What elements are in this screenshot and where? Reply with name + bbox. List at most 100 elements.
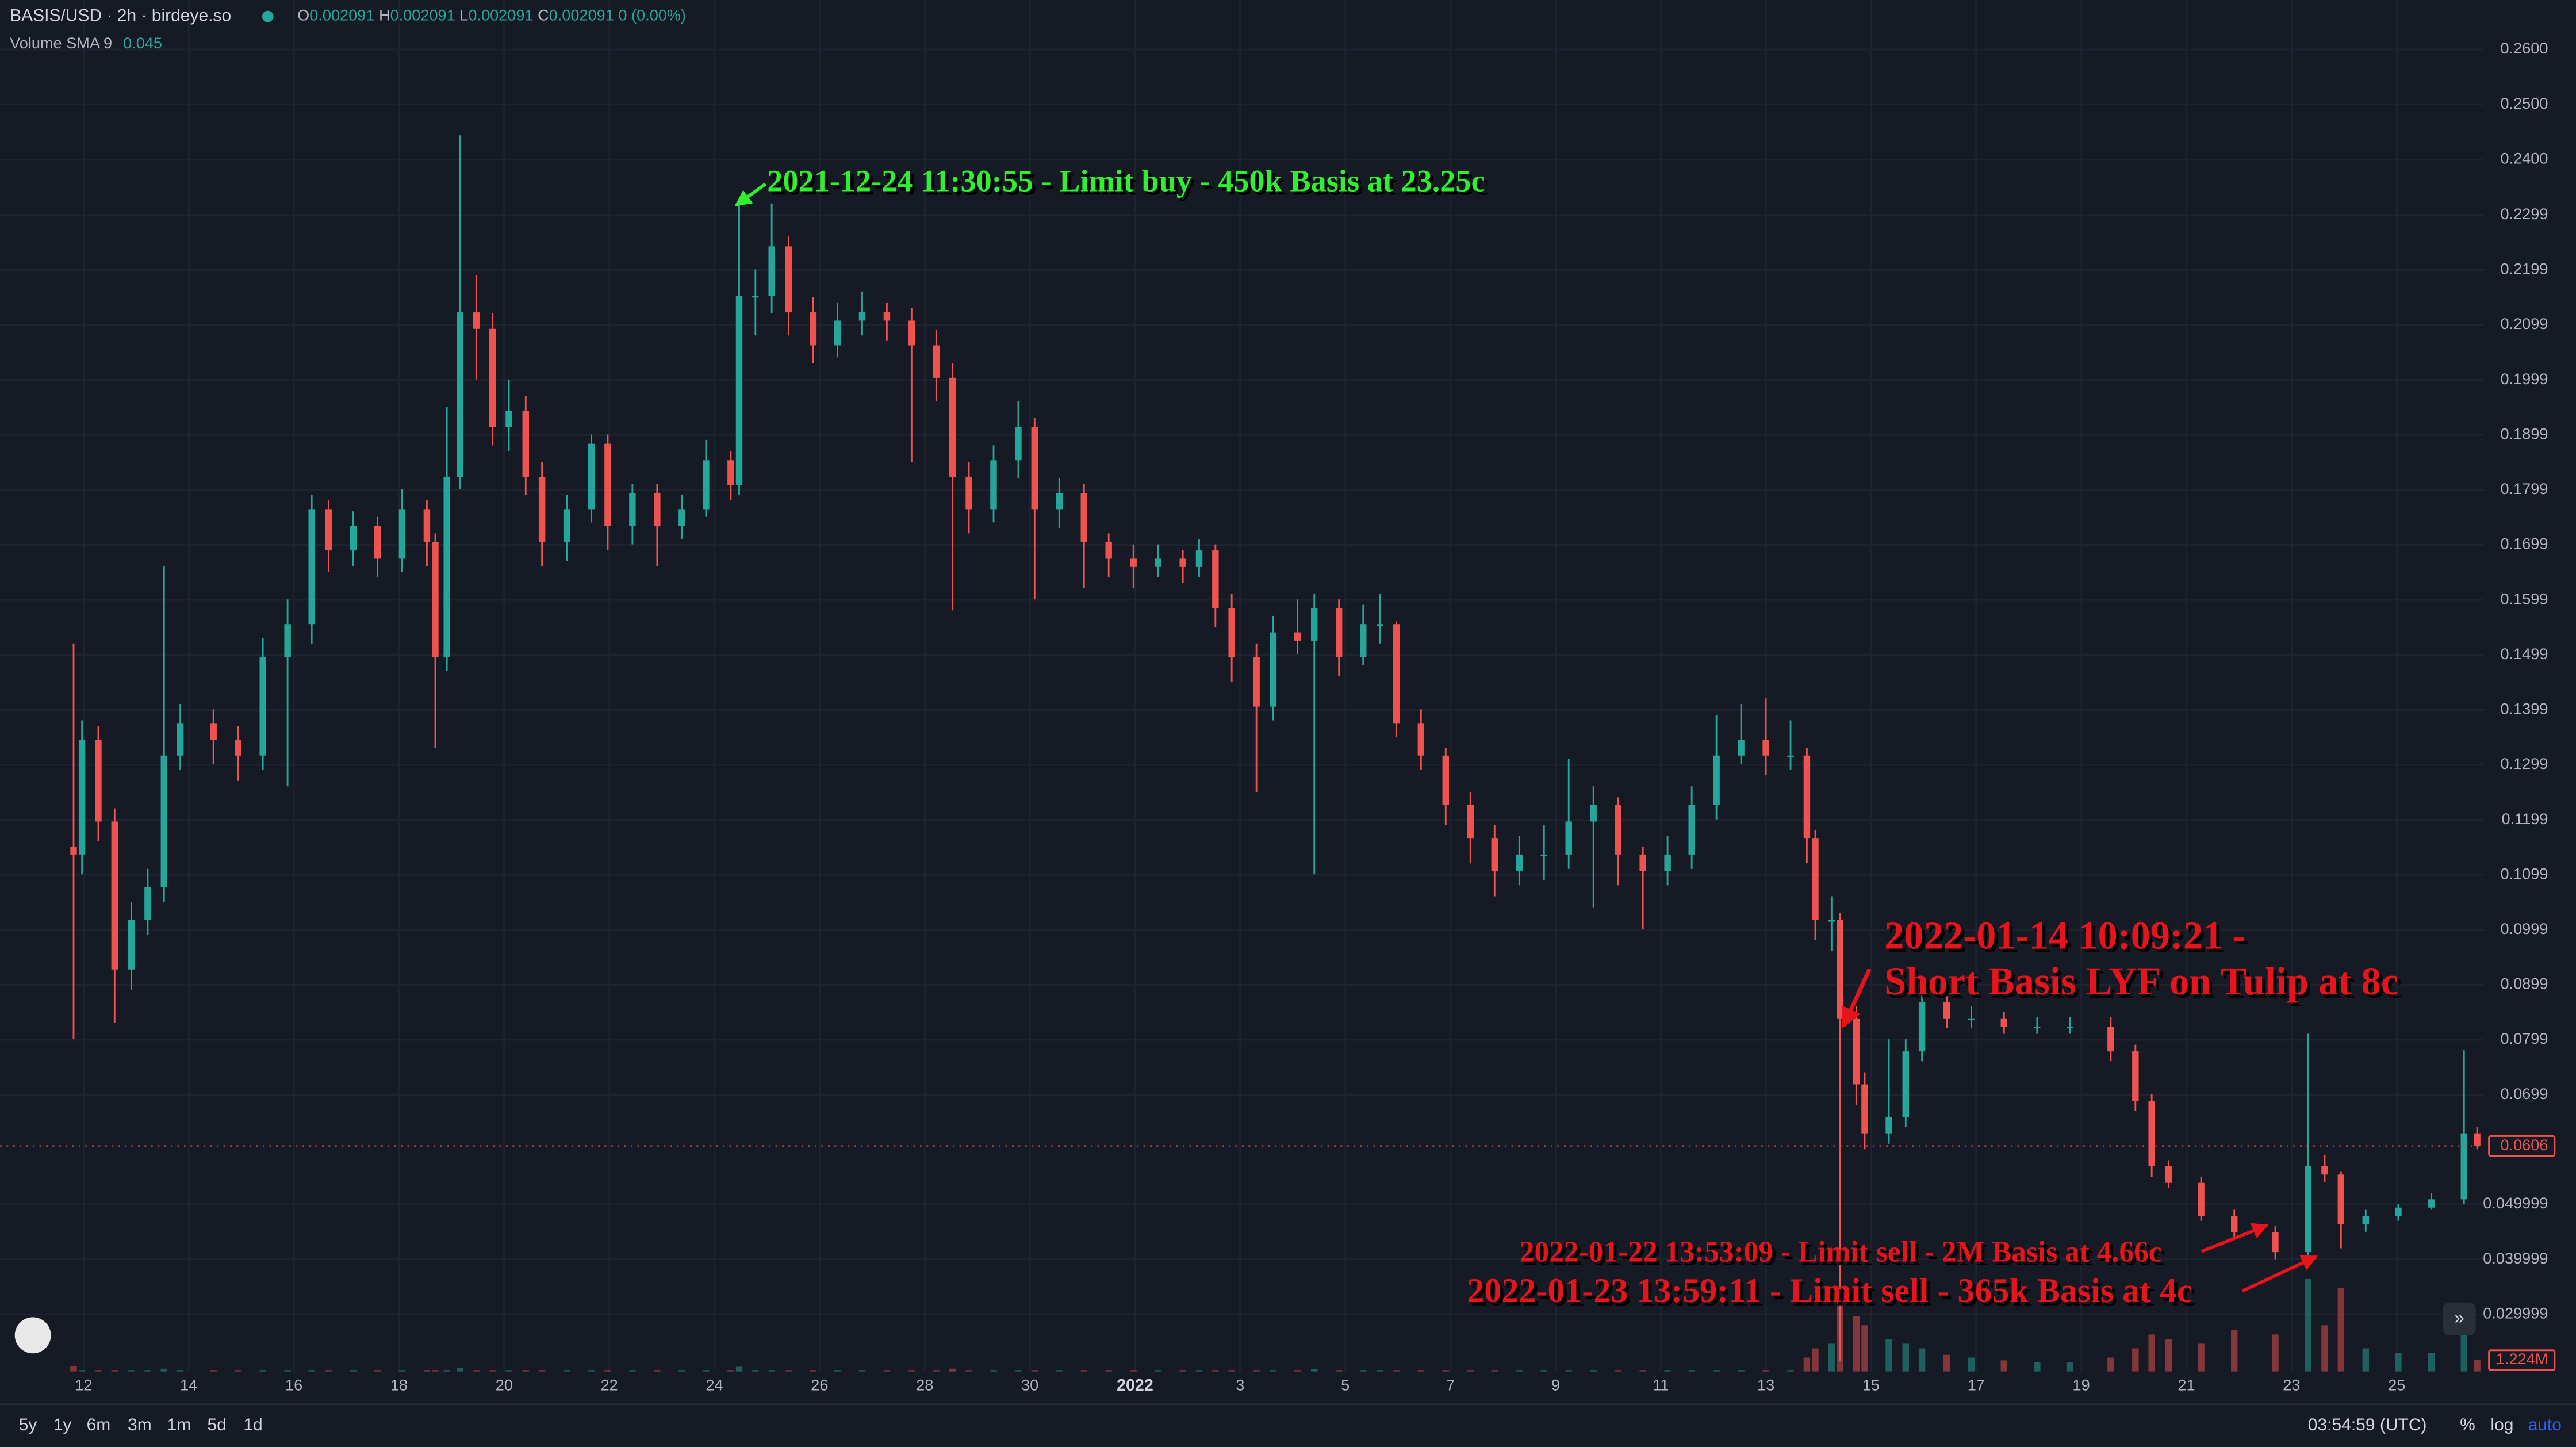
arrow <box>734 182 767 207</box>
volume-bar <box>374 1370 381 1372</box>
candle-body <box>2000 1018 2007 1027</box>
x-tick-label: 12 <box>75 1376 92 1394</box>
candle-body <box>1335 608 1343 657</box>
range-button[interactable]: 1m <box>167 1415 191 1434</box>
y-tick-label: 0.2099 <box>2500 315 2548 332</box>
candle-body <box>1417 723 1425 756</box>
range-button[interactable]: 5d <box>207 1415 226 1434</box>
candle-body <box>2460 1133 2467 1200</box>
volume-bar <box>1943 1354 1950 1372</box>
volume-bar <box>350 1370 357 1372</box>
candle-body <box>735 296 743 485</box>
volume-bar <box>1377 1370 1383 1372</box>
volume-bar <box>1179 1370 1186 1372</box>
annotation: 2022-01-22 13:53:09 - Limit sell - 2M Ba… <box>1520 1236 2162 1269</box>
candle-body <box>505 411 512 427</box>
volume-bar <box>2132 1348 2139 1372</box>
candle-body <box>489 328 496 427</box>
x-tick-label: 18 <box>390 1376 408 1394</box>
scale-option[interactable]: % <box>2460 1415 2475 1434</box>
x-tick-label: 7 <box>1446 1376 1455 1394</box>
volume-bar <box>1212 1370 1219 1372</box>
volume-bar <box>457 1368 463 1372</box>
indicator-name: Volume SMA 9 <box>10 34 112 52</box>
scroll-button[interactable] <box>2443 1302 2476 1335</box>
candle-body <box>2198 1182 2205 1216</box>
volume-bar <box>1253 1370 1260 1372</box>
volume-bar <box>1812 1348 1819 1372</box>
candle-body <box>1195 550 1203 567</box>
volume-bar <box>1228 1370 1235 1372</box>
indicator: Volume SMA 9 0.045 <box>10 34 162 52</box>
volume-bar <box>1861 1325 1868 1372</box>
candle-body <box>1377 624 1383 626</box>
candle-body <box>1918 1002 1926 1052</box>
last-price-label: 0.0606 <box>2500 1136 2548 1154</box>
volume-bar <box>1639 1370 1646 1372</box>
volume-bar <box>1664 1370 1671 1372</box>
scroll-icon: » <box>2454 1308 2464 1328</box>
candle-body <box>949 377 956 477</box>
volume-bar <box>908 1370 915 1372</box>
volume-bar <box>2107 1357 2114 1372</box>
volume-bar <box>990 1370 997 1372</box>
candle-body <box>2231 1216 2238 1232</box>
candle-body <box>858 312 866 321</box>
annotation: Short Basis LYF on Tulip at 8c <box>1884 959 2398 1003</box>
candle-body <box>2428 1199 2435 1208</box>
candle-body <box>95 740 102 822</box>
scale-option[interactable]: log <box>2490 1415 2513 1434</box>
y-tick-label: 0.1399 <box>2500 700 2548 718</box>
range-button[interactable]: 1y <box>53 1415 72 1434</box>
candle-body <box>727 460 734 485</box>
candle-body <box>1664 854 1671 871</box>
volume-bar <box>2395 1353 2402 1372</box>
volume-bar <box>1155 1370 1162 1372</box>
candle-body <box>588 443 595 510</box>
arrow <box>1841 968 1872 1029</box>
volume-bar <box>1688 1370 1695 1372</box>
range-button[interactable]: 1d <box>243 1415 262 1434</box>
volume-bar <box>965 1370 972 1372</box>
candle-body <box>1738 740 1745 756</box>
volume-bar <box>1565 1370 1572 1372</box>
range-button[interactable]: 5y <box>19 1415 37 1434</box>
range-button[interactable]: 3m <box>128 1415 152 1434</box>
y-tick-label: 0.049999 <box>2483 1194 2548 1212</box>
volume-bar <box>443 1370 450 1372</box>
scale-option[interactable]: auto <box>2528 1415 2562 1434</box>
last-price-tag <box>2488 1135 2556 1157</box>
candle-body <box>1253 657 1260 707</box>
candle-body <box>1270 632 1277 707</box>
candle-body <box>1803 755 1811 839</box>
ohlc-value: 0.002091 <box>309 6 374 24</box>
candle-body <box>768 246 775 296</box>
volume-bar <box>1105 1370 1112 1372</box>
logo <box>14 1317 51 1354</box>
volume-bar <box>1803 1357 1811 1372</box>
clock: 03:54:59 (UTC) <box>2308 1415 2427 1434</box>
x-tick-label: 5 <box>1341 1376 1350 1394</box>
candle-body <box>1885 1117 1892 1134</box>
ohlc-key: O <box>297 6 309 24</box>
volume-bar <box>1417 1370 1425 1372</box>
volume-bar <box>933 1370 940 1372</box>
ohlc-value: 0.002091 <box>390 6 455 24</box>
volume-bar <box>160 1368 167 1372</box>
y-tick-label: 0.1499 <box>2500 645 2548 663</box>
x-tick-label: 19 <box>2073 1376 2090 1394</box>
volume-bar <box>111 1370 118 1372</box>
y-tick-label: 0.039999 <box>2483 1249 2548 1267</box>
volume-bar <box>1590 1370 1597 1372</box>
candle-body <box>1861 1084 1868 1134</box>
candle-body <box>423 509 431 542</box>
range-button[interactable]: 6m <box>87 1415 111 1434</box>
candle-body <box>1130 558 1137 567</box>
volume-bar <box>727 1370 734 1372</box>
candle-body <box>834 320 841 346</box>
ohlc: O0.002091 H0.002091 L0.002091 C0.002091 … <box>297 6 686 24</box>
candle-body <box>443 476 450 657</box>
candle-body <box>308 509 315 625</box>
